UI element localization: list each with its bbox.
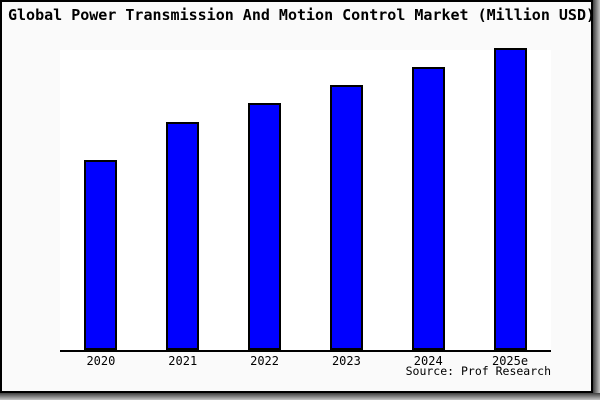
x-tick-label-2020: 2020 (86, 354, 116, 368)
x-tick-label-2022: 2022 (250, 354, 280, 368)
plot-area (60, 48, 551, 352)
chart-card: Global Power Transmission And Motion Con… (0, 0, 595, 393)
bar-2020 (84, 159, 118, 350)
x-tick-label-2023: 2023 (331, 354, 361, 368)
x-tick-label-2025e: 2025e (491, 354, 529, 368)
bar-2025e (493, 48, 527, 350)
bar-2021 (166, 121, 200, 350)
bar-slot-2023 (305, 50, 387, 350)
bar-slot-2021 (142, 50, 224, 350)
bar-slot-2025e (469, 48, 551, 350)
x-tick-label-2024: 2024 (413, 354, 443, 368)
bar-2024 (411, 66, 445, 350)
card-shadow-right (593, 0, 600, 400)
chart-title: Global Power Transmission And Motion Con… (8, 6, 595, 24)
bar-2022 (248, 102, 282, 350)
bar-slot-2022 (224, 50, 306, 350)
x-tick-label-2021: 2021 (168, 354, 198, 368)
x-axis-ticks: 2020 2021 2022 2023 2024 2025e (60, 354, 551, 368)
bar-slot-2020 (60, 50, 142, 350)
card-shadow-bottom (0, 393, 600, 400)
bar-slot-2024 (387, 50, 469, 350)
source-credit: Source: Prof Research (405, 364, 551, 378)
bar-2023 (329, 84, 363, 350)
